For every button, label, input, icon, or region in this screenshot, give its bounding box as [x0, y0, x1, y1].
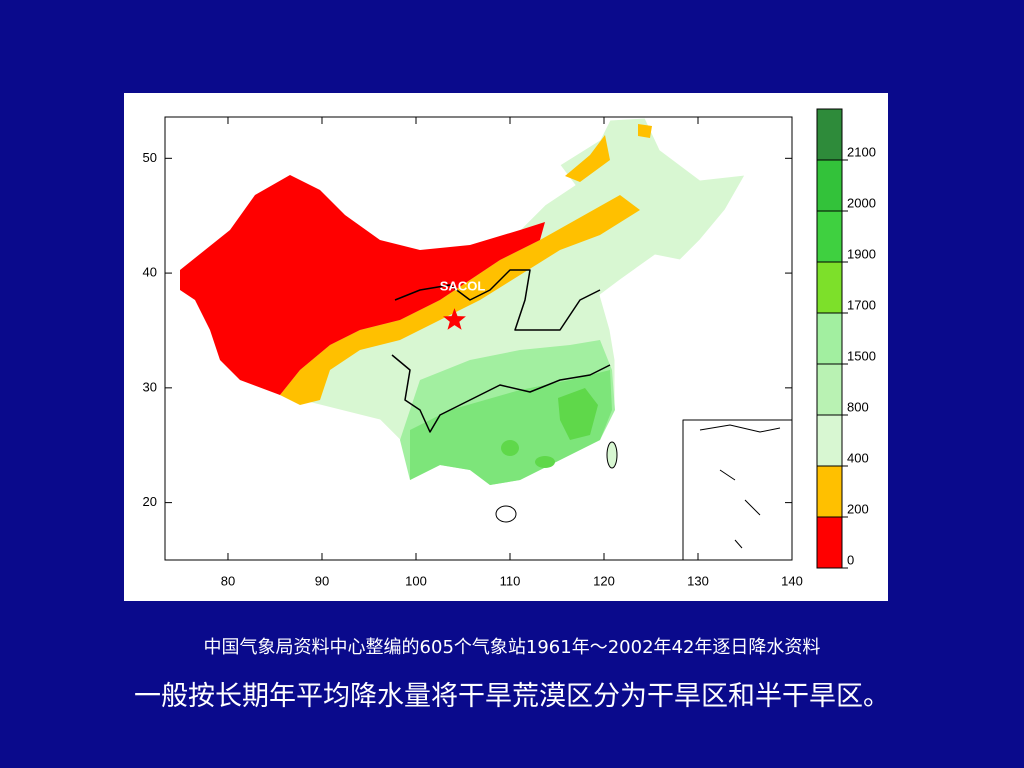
- taiwan: [606, 441, 618, 469]
- station-label: SACOL: [440, 279, 486, 294]
- semi-arid-zone: [638, 124, 652, 138]
- map-frame: [164, 116, 793, 561]
- legend-label: 2100: [847, 144, 876, 159]
- legend-swatch: [816, 516, 843, 569]
- boundary-line: [394, 269, 601, 331]
- y-tick-label: 50: [143, 150, 157, 165]
- x-tick-label: 130: [687, 573, 709, 588]
- wet-spot: [501, 440, 519, 456]
- legend-label: 2000: [847, 195, 876, 210]
- hainan: [495, 505, 517, 523]
- legend-label: 1500: [847, 348, 876, 363]
- x-tick-label: 120: [593, 573, 615, 588]
- legend-swatch: [816, 465, 843, 518]
- semi-arid-zone: [280, 195, 640, 405]
- legend-label: 1900: [847, 246, 876, 261]
- wettest-zone: [558, 388, 598, 440]
- x-tick-label: 100: [405, 573, 427, 588]
- y-tick-label: 40: [143, 265, 157, 280]
- x-tick-label: 140: [781, 573, 803, 588]
- arid-zone: [180, 175, 545, 395]
- legend-label: 800: [847, 399, 869, 414]
- legend-label: 0: [847, 552, 854, 567]
- legend-label: 1700: [847, 297, 876, 312]
- legend-swatch: [816, 414, 843, 467]
- legend-label: 400: [847, 450, 869, 465]
- legend-swatch: [816, 108, 843, 161]
- legend-swatch: [816, 261, 843, 314]
- semi-arid-zone: [565, 135, 610, 182]
- legend-swatch: [816, 312, 843, 365]
- caption-source: 中国气象局资料中心整编的605个气象站1961年～2002年42年逐日降水资料: [203, 637, 821, 658]
- y-tick-label: 20: [143, 494, 157, 509]
- y-tick-label: 30: [143, 379, 157, 394]
- legend-swatch: [816, 363, 843, 416]
- x-tick-label: 80: [221, 573, 235, 588]
- wet-spot: [535, 456, 555, 468]
- map-shapes: [179, 117, 793, 561]
- station-marker: [443, 308, 466, 330]
- legend-label: 200: [847, 501, 869, 516]
- legend-swatch: [816, 210, 843, 263]
- caption-note: 一般按长期年平均降水量将干旱荒漠区分为干旱区和半干旱区。: [134, 681, 890, 712]
- x-tick-label: 90: [315, 573, 329, 588]
- boundary-line: [391, 354, 611, 433]
- legend-swatch: [816, 159, 843, 212]
- inset-box: [682, 419, 793, 561]
- inset-islands: [699, 424, 781, 549]
- x-tick-label: 110: [500, 573, 521, 588]
